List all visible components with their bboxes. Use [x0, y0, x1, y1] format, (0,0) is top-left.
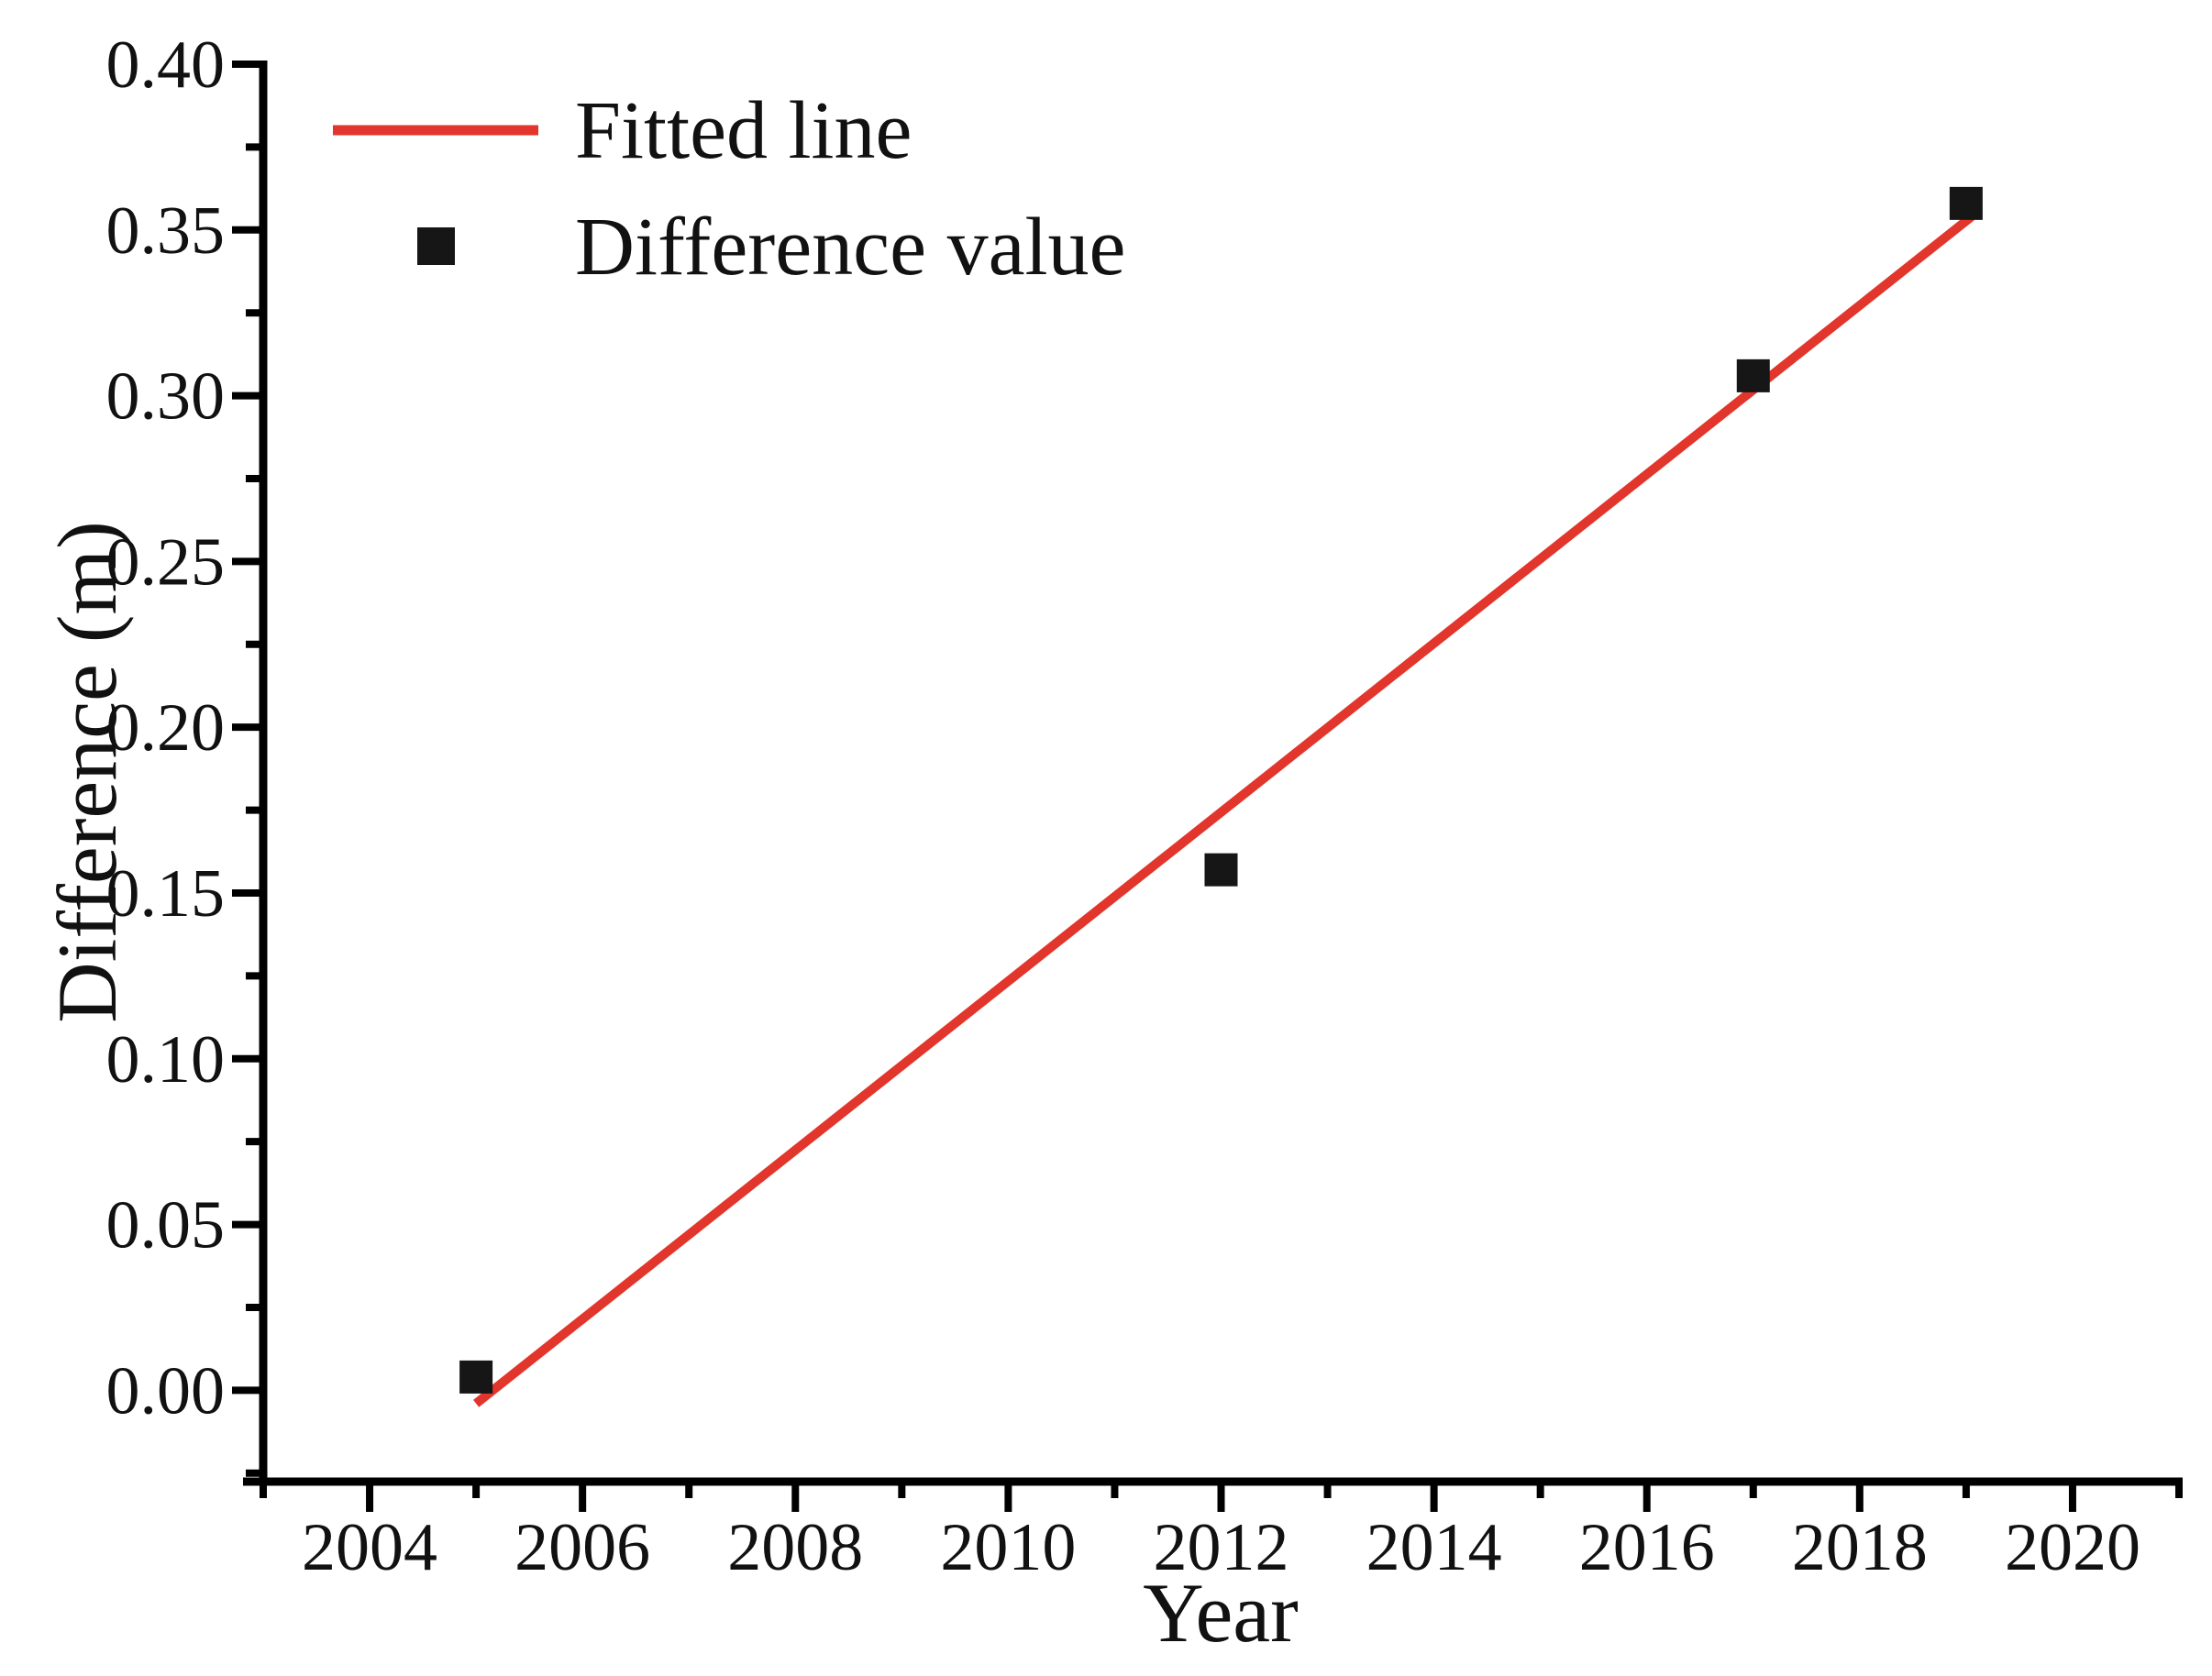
y-tick-label: 0.40	[106, 28, 226, 103]
y-tick-label: 0.30	[106, 359, 226, 435]
legend-difference-value-swatch	[417, 227, 455, 265]
data-series	[459, 186, 1983, 1407]
x-axis-title: Year	[1143, 1566, 1299, 1659]
x-tick-label: 2020	[2005, 1510, 2140, 1585]
x-tick-label: 2018	[1792, 1510, 1928, 1585]
x-tick-label: 2004	[302, 1510, 437, 1585]
y-axis-tick-labels: 0.00 0.05 0.10 0.15 0.20 0.25 0.30 0.35 0.40	[106, 28, 226, 1428]
x-tick-label: 2006	[514, 1510, 650, 1585]
x-axis-major-ticks	[366, 1482, 2076, 1512]
legend-difference-value-label: Difference value	[575, 202, 1125, 292]
x-tick-label: 2016	[1579, 1510, 1715, 1585]
difference-value-point	[459, 1360, 493, 1394]
y-tick-label: 0.05	[106, 1188, 226, 1263]
difference-value-point	[1949, 186, 1983, 220]
x-tick-label: 2010	[940, 1510, 1076, 1585]
difference-value-point	[1736, 358, 1770, 392]
y-axis-title: Difference (m)	[40, 521, 134, 1022]
y-tick-label: 0.00	[106, 1353, 226, 1428]
fitted-line	[473, 213, 1974, 1407]
y-axis-major-ticks	[232, 61, 263, 1395]
x-tick-label: 2014	[1366, 1510, 1502, 1585]
y-tick-label: 0.25	[106, 524, 226, 600]
y-tick-label: 0.10	[106, 1022, 226, 1097]
y-tick-label: 0.20	[106, 690, 226, 766]
legend: Fitted line Difference value	[333, 85, 1125, 292]
x-tick-label: 2008	[727, 1510, 863, 1585]
x-tick-label: 2012	[1154, 1510, 1289, 1585]
difference-value-point	[1204, 853, 1238, 887]
y-tick-label: 0.35	[106, 193, 226, 269]
y-tick-label: 0.15	[106, 856, 226, 932]
legend-fitted-line-label: Fitted line	[575, 85, 912, 176]
x-axis-tick-labels: 2004 2006 2008 2010 2012 2014 2016 2018 2020	[302, 1510, 2140, 1585]
